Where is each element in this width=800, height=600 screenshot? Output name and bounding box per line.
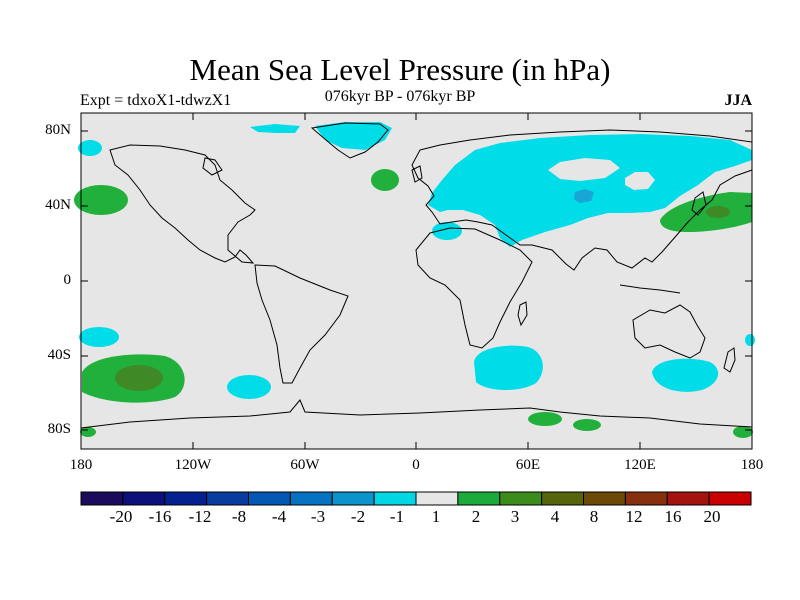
colorbar-label: 4 [550, 507, 560, 526]
colorbar-box [708, 491, 752, 506]
period-label: 076kyr BP - 076kyr BP [324, 88, 476, 105]
lon-label: 180 [740, 457, 764, 473]
experiment-label: Expt = tdxoX1-tdwzX1 [80, 92, 232, 109]
africa-coast [415, 227, 533, 349]
colorbar-label: 2 [471, 507, 481, 526]
east-edge-cyan [745, 334, 755, 346]
lon-label: 60E [515, 457, 541, 473]
coastlines [80, 122, 753, 429]
colorbar-box [415, 491, 459, 506]
colorbar-label: 12 [625, 507, 643, 526]
antarctica-coast [80, 399, 753, 429]
med-cyan-region [432, 222, 462, 240]
colorbar-box [164, 491, 208, 506]
colorbar-label: -16 [148, 507, 172, 526]
colorbar-box [289, 491, 333, 506]
greenland-cyan-region [315, 122, 392, 150]
colorbar [80, 491, 752, 506]
colorbar-box [624, 491, 668, 506]
arctic-cyan-region [250, 124, 300, 133]
lat-label: 80S [47, 421, 71, 437]
north-america-coast [109, 144, 256, 264]
green-regions [74, 169, 753, 438]
antarctic-green-1 [528, 412, 562, 426]
colorbar-label: -2 [350, 507, 366, 526]
season-label: JJA [724, 92, 752, 109]
colorbar-label: 3 [510, 507, 520, 526]
colorbar-label: -4 [271, 507, 287, 526]
japan [691, 191, 707, 216]
lon-label: 0 [412, 457, 420, 473]
colorbar-label: 1 [431, 507, 441, 526]
lon-label: 120W [174, 457, 212, 473]
south-pacific-cyan-2 [227, 375, 271, 399]
colorbar-label: -12 [188, 507, 212, 526]
lon-label: 120E [624, 457, 656, 473]
australia-coast [632, 304, 706, 359]
south-australia-cyan [652, 358, 719, 392]
colorbar-box [499, 491, 543, 506]
colorbar-box [666, 491, 710, 506]
lat-label: 80N [45, 122, 71, 138]
british-isles [411, 165, 423, 183]
colorbar-box [373, 491, 417, 506]
colorbar-box [457, 491, 501, 506]
colorbar-box [331, 491, 375, 506]
indonesia [619, 284, 681, 294]
map-title: Mean Sea Level Pressure (in hPa) [189, 52, 611, 87]
cyan-regions [78, 122, 755, 399]
northeast-pacific-green [74, 185, 128, 215]
atlantic-green [371, 169, 399, 191]
colorbar-label: 8 [589, 507, 599, 526]
south-pacific-cyan-1 [79, 327, 119, 347]
hudson-bay [202, 157, 223, 176]
colorbar-box [80, 491, 124, 506]
canada-arctic-cyan [78, 140, 102, 156]
russia-gap [548, 158, 620, 181]
south-indian-cyan [474, 345, 543, 391]
eurasia-cyan-region [428, 134, 752, 247]
greenland-coast [310, 122, 389, 159]
lat-label: 0 [63, 272, 72, 288]
lat-label: 40S [47, 347, 71, 363]
colorbar-label: -8 [231, 507, 247, 526]
colorbar-box [206, 491, 250, 506]
colorbar-box [583, 491, 626, 506]
antarctic-green-4 [80, 427, 96, 437]
eurasia-coast [411, 129, 753, 271]
colorbar-label: 16 [664, 507, 682, 526]
colorbar-label: -1 [389, 507, 405, 526]
colorbar-label: -3 [310, 507, 326, 526]
colorbar-box [122, 491, 166, 506]
antarctic-green-3 [733, 426, 753, 438]
map-ticks [80, 113, 753, 449]
china-blue-patch [574, 189, 594, 203]
lon-label: 60W [290, 457, 320, 473]
colorbar-box [541, 491, 585, 506]
madagascar [517, 301, 528, 327]
siberia-gap [625, 172, 655, 190]
new-zealand [723, 347, 736, 373]
colorbar-label: 20 [703, 507, 721, 526]
colorbar-box [248, 491, 291, 506]
south-pacific-green-core [115, 365, 163, 391]
lon-label: 180 [69, 457, 93, 473]
south-america-coast [254, 264, 349, 384]
northwest-pacific-green-core [706, 206, 730, 218]
lat-label: 40N [45, 197, 71, 213]
antarctic-green-2 [573, 419, 601, 431]
colorbar-label: -20 [109, 507, 133, 526]
